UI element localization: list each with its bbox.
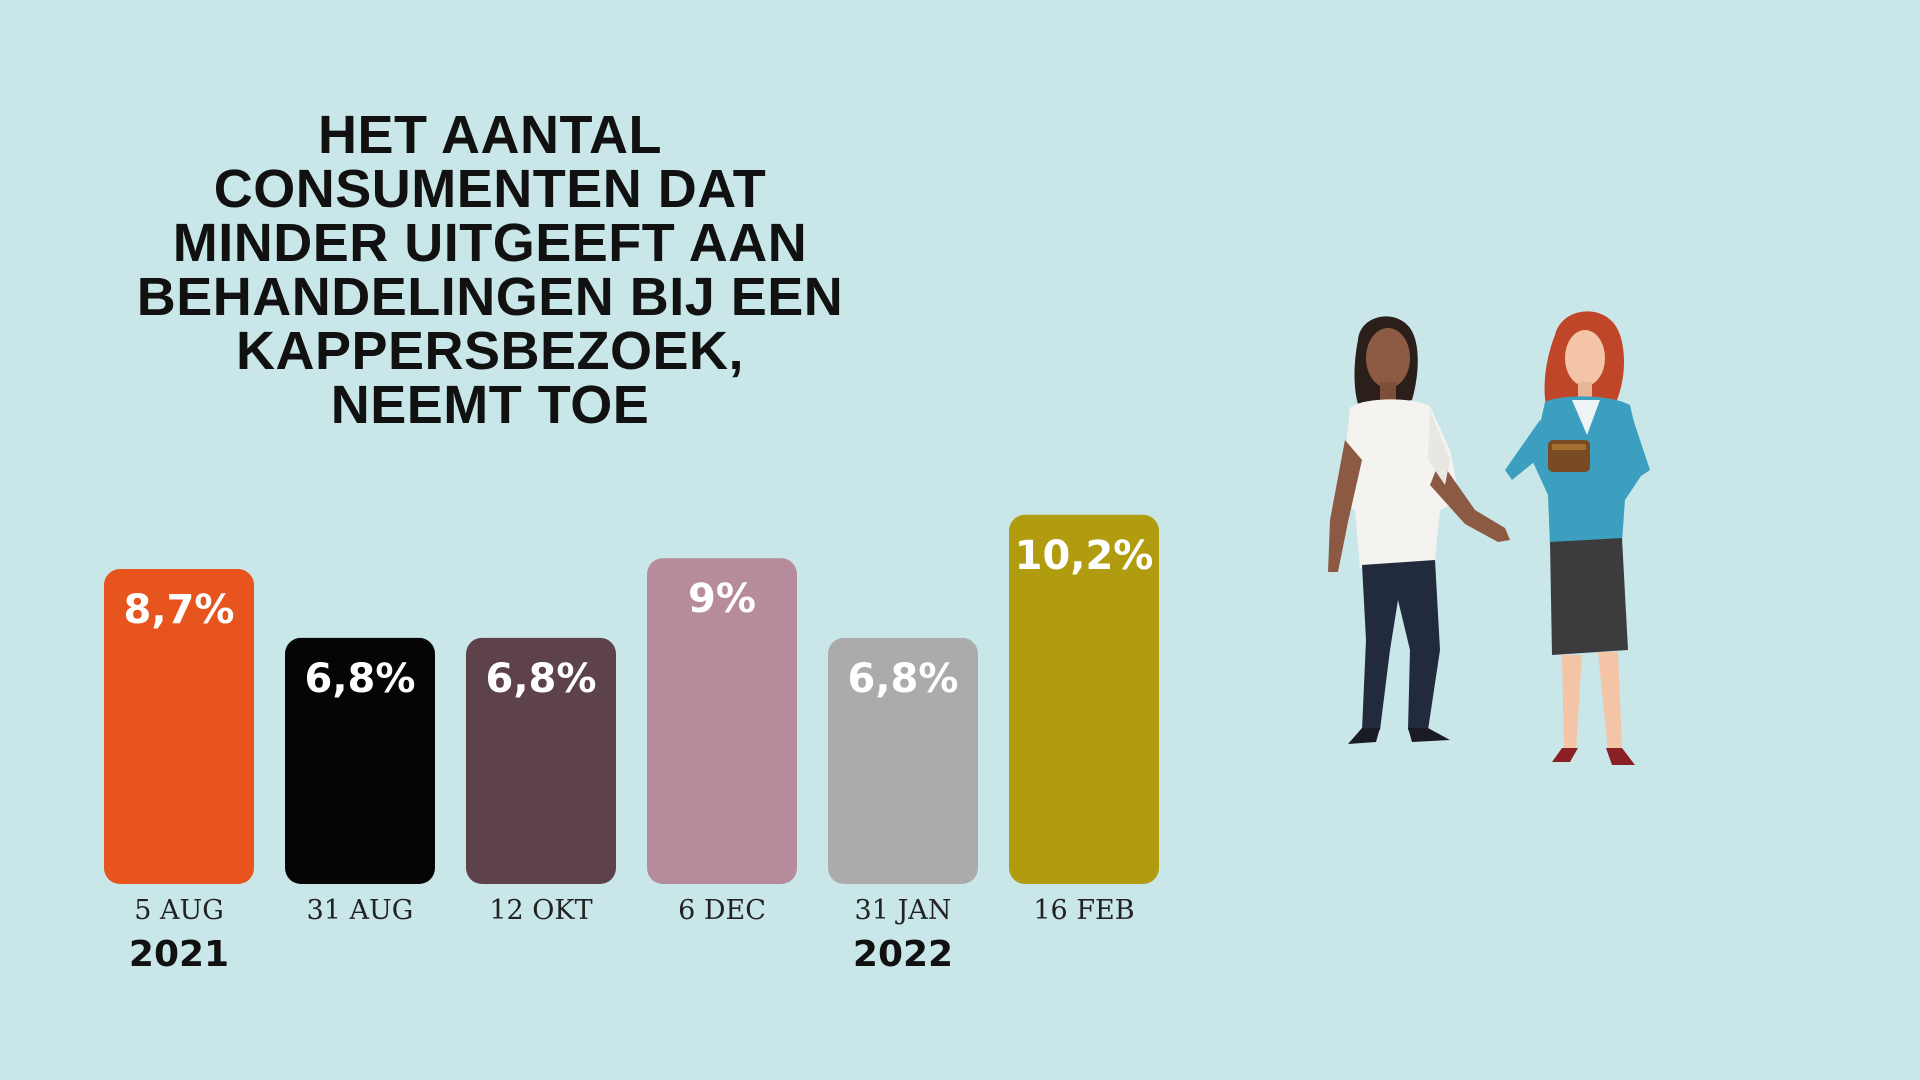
bar-value-label: 6,8% [486,656,597,702]
bar-value-label: 10,2% [1015,533,1154,579]
year-label: 2021 [129,934,229,975]
title-line: HET AANTAL [318,105,662,165]
chart-title: HET AANTAL CONSUMENTEN DAT MINDER UITGEE… [100,108,880,432]
category-label: 31 JAN [855,895,952,926]
bar-value-label: 6,8% [305,656,416,702]
title-line: NEEMT TOE [330,375,650,435]
title-line: KAPPERSBEZOEK, [235,321,745,381]
title-line: BEHANDELINGEN BIJ EEN [136,267,844,327]
title-line: CONSUMENTEN DAT [213,159,767,219]
category-label: 6 DEC [678,895,766,926]
category-label: 31 AUG [307,895,414,926]
category-label: 5 AUG [134,895,224,926]
category-label: 12 OKT [489,895,592,926]
bar-5-aug [104,569,254,884]
bar-31-aug [285,637,435,884]
woman-right-figure [1505,311,1650,765]
woman-left-figure [1328,316,1510,744]
title-line: MINDER UITGEEFT AAN [172,213,808,273]
bar-31-jan [828,637,978,884]
year-label: 2022 [853,934,953,975]
category-label: 16 FEB [1033,895,1134,926]
bar-value-label: 6,8% [848,656,959,702]
bar-value-label: 8,7% [124,587,235,633]
bar-chart: 8,7% 5 AUG 6,8% 31 AUG 6,8% 12 OKT 9% 6 DEC 6,8%… [104,514,1159,975]
two-women-with-wallet-illustration [1328,311,1650,765]
bar-12-okt [466,637,616,884]
bar-value-label: 9% [688,576,756,622]
bar-6-dec [647,558,797,884]
bar-16-feb [1009,514,1159,884]
